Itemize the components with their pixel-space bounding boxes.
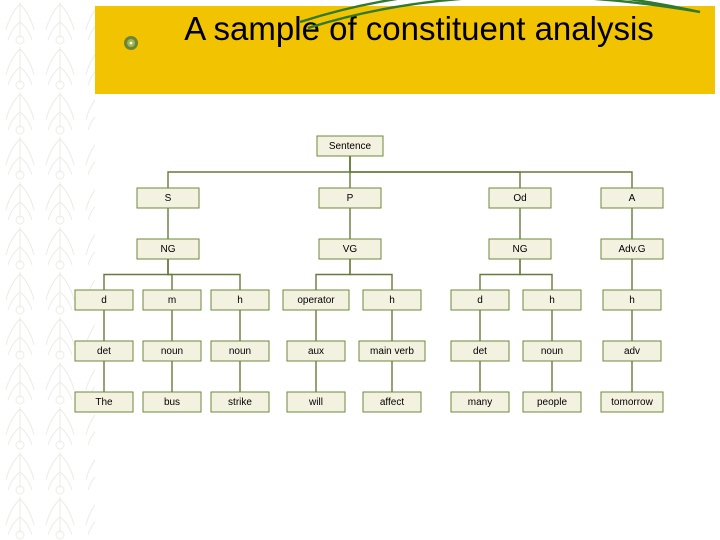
tree-svg: Sentence S P Od A NG VG NG Adv.G d m h operator h d h h d… xyxy=(72,132,682,432)
svg-text:affect: affect xyxy=(380,397,404,408)
tree-node: m xyxy=(143,290,201,310)
tree-node: aux xyxy=(287,341,345,361)
tree-node: noun xyxy=(211,341,269,361)
tree-node: operator xyxy=(283,290,349,310)
tree-node: VG xyxy=(319,239,381,259)
svg-text:h: h xyxy=(237,295,243,306)
tree-edge xyxy=(350,259,392,290)
tree-edge xyxy=(104,259,168,290)
svg-text:VG: VG xyxy=(343,244,358,255)
tree-node: det xyxy=(75,341,133,361)
svg-text:noun: noun xyxy=(541,346,563,357)
svg-text:noun: noun xyxy=(229,346,251,357)
svg-text:h: h xyxy=(549,295,555,306)
tree-node: noun xyxy=(523,341,581,361)
svg-text:P: P xyxy=(347,193,354,204)
tree-edge xyxy=(480,259,520,290)
tree-node: h xyxy=(603,290,661,310)
tree-node: d xyxy=(75,290,133,310)
svg-text:aux: aux xyxy=(308,346,324,357)
tree-edge xyxy=(168,156,350,188)
svg-text:adv: adv xyxy=(624,346,640,357)
svg-text:people: people xyxy=(537,397,567,408)
tree-node: h xyxy=(363,290,421,310)
svg-text:tomorrow: tomorrow xyxy=(611,397,653,408)
svg-text:Od: Od xyxy=(513,193,526,204)
tree-edge xyxy=(520,259,552,290)
svg-text:main verb: main verb xyxy=(370,346,414,357)
svg-text:operator: operator xyxy=(297,295,335,306)
tree-node: will xyxy=(287,392,345,412)
tree-node: people xyxy=(523,392,581,412)
tree-node: main verb xyxy=(359,341,425,361)
svg-text:NG: NG xyxy=(161,244,176,255)
svg-text:h: h xyxy=(389,295,395,306)
tree-node: Od xyxy=(489,188,551,208)
tree-node: noun xyxy=(143,341,201,361)
svg-text:d: d xyxy=(477,295,483,306)
svg-text:bus: bus xyxy=(164,397,180,408)
svg-text:Sentence: Sentence xyxy=(329,141,372,152)
tree-node: NG xyxy=(137,239,199,259)
tree-node: d xyxy=(451,290,509,310)
tree-node: bus xyxy=(143,392,201,412)
constituent-tree-diagram: Sentence S P Od A NG VG NG Adv.G d m h operator h d h h d… xyxy=(72,132,682,432)
tree-edge xyxy=(350,156,632,188)
tree-node: Adv.G xyxy=(601,239,663,259)
svg-text:S: S xyxy=(165,193,172,204)
tree-edge xyxy=(316,259,350,290)
tree-node: many xyxy=(451,392,509,412)
tree-node: affect xyxy=(363,392,421,412)
tree-node: h xyxy=(211,290,269,310)
tree-node: S xyxy=(137,188,199,208)
tree-edge xyxy=(168,259,240,290)
tree-node: NG xyxy=(489,239,551,259)
tree-node: tomorrow xyxy=(601,392,663,412)
bullet-icon xyxy=(123,35,139,51)
tree-node: h xyxy=(523,290,581,310)
tree-node: A xyxy=(601,188,663,208)
tree-node: det xyxy=(451,341,509,361)
svg-text:The: The xyxy=(95,397,113,408)
svg-text:strike: strike xyxy=(228,397,252,408)
svg-text:Adv.G: Adv.G xyxy=(618,244,645,255)
svg-text:det: det xyxy=(473,346,487,357)
tree-node: adv xyxy=(603,341,661,361)
tree-node: The xyxy=(75,392,133,412)
tree-node: Sentence xyxy=(317,136,383,156)
svg-text:many: many xyxy=(468,397,492,408)
slide: A sample of constituent analysis Sentenc… xyxy=(0,0,720,540)
svg-text:det: det xyxy=(97,346,111,357)
tree-node: strike xyxy=(211,392,269,412)
svg-text:NG: NG xyxy=(513,244,528,255)
svg-text:d: d xyxy=(101,295,107,306)
svg-text:m: m xyxy=(168,295,176,306)
tree-node: P xyxy=(319,188,381,208)
svg-text:A: A xyxy=(629,193,636,204)
svg-text:noun: noun xyxy=(161,346,183,357)
page-title: A sample of constituent analysis xyxy=(149,10,689,49)
svg-text:h: h xyxy=(629,295,635,306)
title-band: A sample of constituent analysis xyxy=(95,6,715,94)
svg-text:will: will xyxy=(308,397,323,408)
